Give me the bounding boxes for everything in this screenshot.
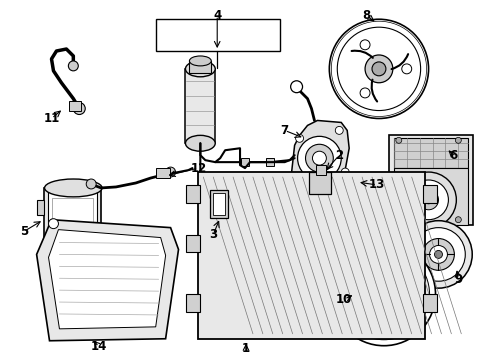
Bar <box>155 19 279 51</box>
Bar <box>241 158 248 166</box>
Circle shape <box>297 136 341 180</box>
Circle shape <box>401 64 411 74</box>
Bar <box>236 178 244 186</box>
Circle shape <box>408 180 447 220</box>
Circle shape <box>395 137 401 143</box>
Bar <box>186 185 200 203</box>
Circle shape <box>165 167 175 177</box>
Bar <box>422 294 436 312</box>
Text: 1: 1 <box>242 342 249 355</box>
Circle shape <box>371 282 395 306</box>
Text: 4: 4 <box>213 9 221 22</box>
Circle shape <box>418 190 438 210</box>
Circle shape <box>365 55 392 83</box>
Circle shape <box>337 27 420 111</box>
Polygon shape <box>48 230 165 329</box>
Circle shape <box>359 88 369 98</box>
Circle shape <box>434 251 442 258</box>
Bar <box>198 172 424 339</box>
Circle shape <box>424 196 432 204</box>
Bar <box>185 69 215 143</box>
Circle shape <box>395 217 401 223</box>
Circle shape <box>305 144 333 172</box>
Bar <box>189 61 211 73</box>
Bar <box>210 190 228 218</box>
Text: 14: 14 <box>91 340 107 353</box>
Bar <box>309 172 331 194</box>
Circle shape <box>359 40 369 50</box>
Bar <box>43 188 101 243</box>
Ellipse shape <box>189 56 211 66</box>
Ellipse shape <box>185 61 215 77</box>
Bar <box>393 138 468 168</box>
Circle shape <box>400 172 455 228</box>
Bar <box>265 178 273 186</box>
Circle shape <box>295 134 303 142</box>
Circle shape <box>422 239 453 270</box>
Text: 2: 2 <box>334 149 343 162</box>
Text: 8: 8 <box>361 9 369 22</box>
Circle shape <box>335 126 343 134</box>
Text: 7: 7 <box>280 124 288 137</box>
Circle shape <box>297 181 305 189</box>
Circle shape <box>371 62 385 76</box>
Circle shape <box>86 179 96 189</box>
Circle shape <box>73 103 85 114</box>
Circle shape <box>428 246 447 264</box>
Circle shape <box>346 256 421 332</box>
Circle shape <box>364 274 403 314</box>
Bar <box>213 193 224 215</box>
Bar <box>388 135 472 225</box>
Circle shape <box>404 221 471 288</box>
Circle shape <box>454 137 460 143</box>
Text: 13: 13 <box>368 179 385 192</box>
Circle shape <box>290 81 302 93</box>
Polygon shape <box>37 200 43 215</box>
Ellipse shape <box>185 135 215 151</box>
Circle shape <box>328 19 427 118</box>
Text: 3: 3 <box>209 228 217 241</box>
Bar <box>265 158 273 166</box>
Bar <box>69 100 81 111</box>
Circle shape <box>338 248 428 340</box>
Circle shape <box>48 219 59 229</box>
Circle shape <box>68 61 78 71</box>
Bar <box>186 294 200 312</box>
Text: 10: 10 <box>335 293 352 306</box>
Circle shape <box>353 264 413 324</box>
Circle shape <box>312 151 325 165</box>
Circle shape <box>454 217 460 223</box>
Polygon shape <box>37 220 178 341</box>
Text: 5: 5 <box>20 225 28 238</box>
Ellipse shape <box>44 179 102 197</box>
Text: 12: 12 <box>190 162 206 175</box>
Circle shape <box>332 243 435 346</box>
Polygon shape <box>291 121 348 198</box>
Bar <box>186 235 200 252</box>
Text: 11: 11 <box>43 112 60 125</box>
Bar <box>422 185 436 203</box>
Bar <box>47 192 97 239</box>
Bar <box>155 168 169 178</box>
Bar <box>393 168 468 225</box>
Circle shape <box>341 168 348 176</box>
Text: 6: 6 <box>448 149 457 162</box>
Circle shape <box>411 228 464 281</box>
Bar <box>51 198 93 233</box>
Circle shape <box>378 289 388 299</box>
Text: 9: 9 <box>453 273 462 286</box>
Bar <box>316 165 325 175</box>
